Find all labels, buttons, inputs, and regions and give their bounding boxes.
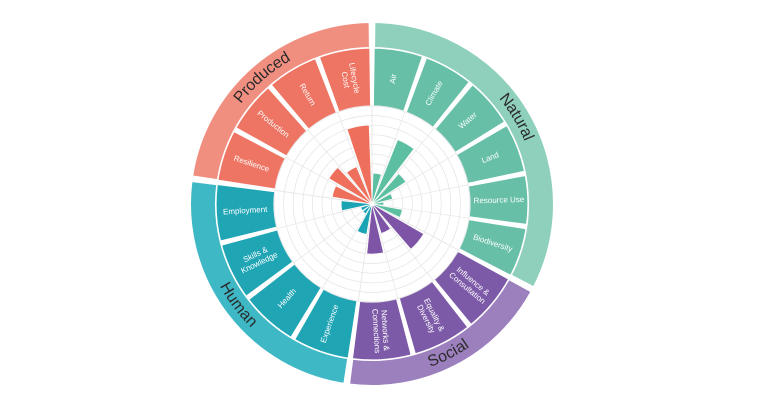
grid-spoke	[274, 190, 371, 205]
grid-spoke	[293, 204, 371, 264]
segment-label-line: Connections	[370, 309, 382, 354]
segment-label-line: Employment	[223, 205, 269, 217]
grid-spoke	[372, 127, 435, 203]
grid-spoke	[373, 184, 469, 204]
grid-spoke	[307, 129, 371, 203]
bar-lifecycle-cost[interactable]	[346, 124, 373, 203]
grid-spoke	[373, 203, 470, 219]
bars	[328, 124, 424, 255]
grid-spoke	[337, 112, 372, 203]
segment-label-employment: Employment	[223, 205, 269, 217]
segment-label-line: Networks &	[379, 310, 391, 352]
segment-label-resource-use: Resource Use	[473, 195, 524, 205]
capital-bands	[189, 21, 555, 387]
plot-area	[273, 105, 471, 303]
grid-spoke	[372, 111, 406, 203]
grid-spoke	[372, 205, 434, 281]
segment-label-line: Cost	[339, 71, 351, 90]
grid-spoke	[358, 205, 373, 302]
grid-spoke	[277, 204, 371, 229]
grid-spoke	[285, 156, 371, 204]
grid-spoke	[373, 153, 457, 204]
segment-label-air: Air	[388, 73, 399, 85]
grid-spoke	[372, 205, 399, 299]
segment-ring	[215, 47, 529, 361]
segment-label-line: Air	[388, 73, 399, 85]
segment-label-lifecycle-cost: LifecycleCost	[338, 62, 361, 96]
grid-spoke	[373, 204, 459, 251]
segment-label-line: Resource Use	[473, 195, 524, 205]
grid-spoke	[321, 205, 372, 289]
segment-label-networks-and-connections: Networks &Connections	[370, 308, 391, 354]
